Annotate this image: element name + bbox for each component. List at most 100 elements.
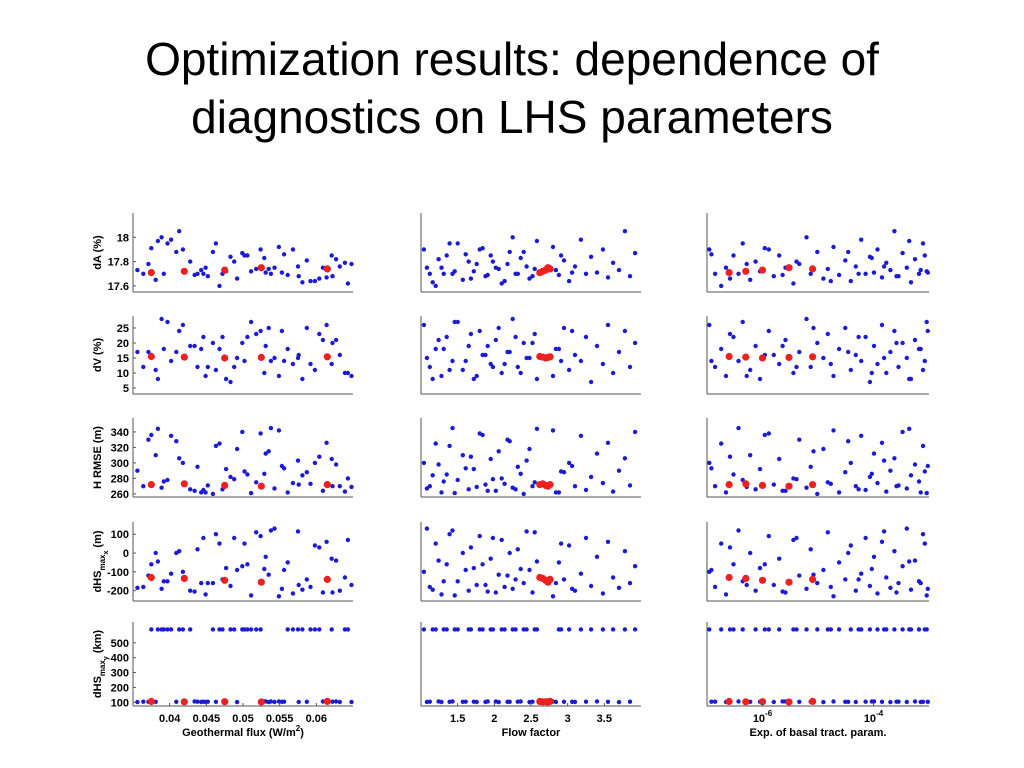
- point-r2-c0-47: [192, 488, 197, 493]
- point-r2-c1-24: [566, 460, 572, 466]
- point-r1-c0-49: [266, 325, 271, 331]
- point-r2-c0-31: [324, 440, 329, 445]
- point-r2-c1-28: [588, 474, 594, 480]
- optimal-point-r0-c0-3: [257, 264, 265, 272]
- point-r0-c2-25: [853, 264, 858, 269]
- point-r2-c1-4: [444, 472, 449, 477]
- point-r1-c0-59: [279, 328, 285, 334]
- point-r4-c0-8: [188, 627, 193, 632]
- point-r4-c0-57: [199, 699, 204, 705]
- point-r2-c0-53: [262, 471, 267, 476]
- point-r1-c2-20: [825, 331, 830, 337]
- point-r4-c0-30: [290, 627, 296, 632]
- optimal-point-r0-c2-3: [785, 264, 793, 272]
- point-r2-c0-40: [161, 479, 166, 484]
- point-r4-c1-44: [468, 627, 474, 632]
- point-r3-c0-28: [228, 583, 233, 589]
- point-r4-c0-45: [349, 699, 354, 705]
- point-r4-c0-55: [330, 699, 335, 704]
- point-r1-c0-36: [240, 340, 245, 346]
- point-r3-c2-50: [828, 584, 833, 590]
- point-r3-c0-7: [153, 550, 158, 556]
- point-r0-c0-10: [258, 247, 263, 252]
- point-r2-c0-32: [342, 489, 348, 494]
- point-r2-c0-38: [300, 473, 305, 478]
- point-r2-c0-25: [337, 484, 342, 489]
- point-r3-c1-2: [433, 541, 438, 546]
- point-r0-c1-46: [480, 246, 485, 251]
- optimal-point-r4-c0-1: [180, 698, 188, 706]
- point-r3-c0-53: [262, 566, 267, 572]
- point-r2-c1-3: [439, 490, 444, 495]
- point-r2-c1-30: [600, 480, 606, 486]
- point-r4-c0-33: [135, 699, 140, 705]
- point-r2-c1-29: [594, 451, 600, 456]
- point-r2-c1-8: [466, 487, 471, 492]
- point-r2-c1-6: [455, 477, 460, 483]
- point-r3-c0-17: [195, 547, 200, 552]
- point-r3-c1-36: [632, 564, 638, 569]
- point-r4-c2-22: [836, 627, 842, 632]
- point-r1-c2-33: [888, 349, 893, 355]
- point-r3-c0-43: [281, 567, 287, 573]
- point-r2-c2-43: [709, 466, 714, 471]
- point-r4-c1-24: [566, 627, 572, 632]
- point-r1-c1-34: [622, 328, 628, 334]
- point-r0-c0-6: [165, 241, 170, 246]
- point-r2-c1-32: [610, 489, 616, 494]
- point-r4-c0-20: [254, 627, 259, 632]
- point-r3-c2-55: [894, 590, 899, 595]
- point-r2-c0-24: [312, 460, 318, 466]
- point-r2-c1-34: [622, 456, 628, 461]
- point-r0-c0-47: [192, 272, 197, 278]
- point-r2-c1-17: [515, 464, 520, 469]
- point-r3-c0-50: [308, 584, 313, 590]
- ytick-label-r2-1: 280: [111, 473, 129, 485]
- point-r0-c0-16: [159, 235, 164, 240]
- point-r2-c0-49: [266, 449, 271, 454]
- point-r4-c1-40: [441, 627, 446, 632]
- optimal-point-r4-c0-2: [221, 698, 229, 706]
- point-r3-c0-5: [268, 528, 274, 533]
- point-r2-c2-26: [859, 433, 864, 438]
- point-r1-c1-2: [433, 346, 438, 352]
- point-r2-c1-18: [521, 491, 526, 497]
- point-r2-c2-58: [922, 469, 927, 474]
- ytick-label-r4-2: 300: [111, 668, 129, 680]
- point-r4-c2-39: [912, 699, 918, 704]
- point-r1-c1-33: [616, 349, 622, 355]
- point-r4-c1-31: [605, 699, 611, 704]
- point-r3-c2-49: [811, 572, 816, 577]
- point-r1-c1-28: [588, 379, 594, 385]
- optimal-point-r2-c2-4: [809, 481, 817, 489]
- point-r1-c1-53: [518, 370, 523, 376]
- point-r4-c2-14: [791, 627, 796, 632]
- point-r3-c2-52: [856, 577, 861, 582]
- point-r3-c2-22: [836, 560, 842, 565]
- point-r1-c2-59: [925, 328, 930, 334]
- point-r2-c0-30: [290, 480, 296, 486]
- point-r0-c0-37: [272, 265, 277, 270]
- point-r2-c2-52: [856, 487, 861, 492]
- point-r0-c0-0: [180, 247, 186, 252]
- point-r1-c2-21: [831, 373, 836, 379]
- point-r3-c2-21: [831, 594, 836, 599]
- point-r4-c2-15: [797, 699, 802, 704]
- point-r3-c2-56: [907, 559, 912, 564]
- point-r1-c0-2: [217, 346, 222, 352]
- point-r4-c0-48: [232, 627, 237, 632]
- point-r0-c2-51: [846, 249, 851, 255]
- point-r3-c0-13: [320, 590, 326, 595]
- xtick-label-c0-1: 0.045: [193, 713, 221, 725]
- point-r0-c1-56: [534, 238, 540, 244]
- point-r4-c0-19: [234, 699, 240, 705]
- point-r3-c1-21: [550, 594, 556, 599]
- point-r2-c1-41: [447, 443, 452, 449]
- point-r4-c0-24: [312, 627, 318, 632]
- point-r3-c1-22: [556, 560, 562, 565]
- point-r3-c2-34: [892, 549, 897, 554]
- point-r0-c1-50: [502, 278, 507, 284]
- point-r1-c2-16: [804, 316, 809, 322]
- point-r0-c0-50: [308, 278, 313, 284]
- point-r1-c2-44: [727, 331, 733, 337]
